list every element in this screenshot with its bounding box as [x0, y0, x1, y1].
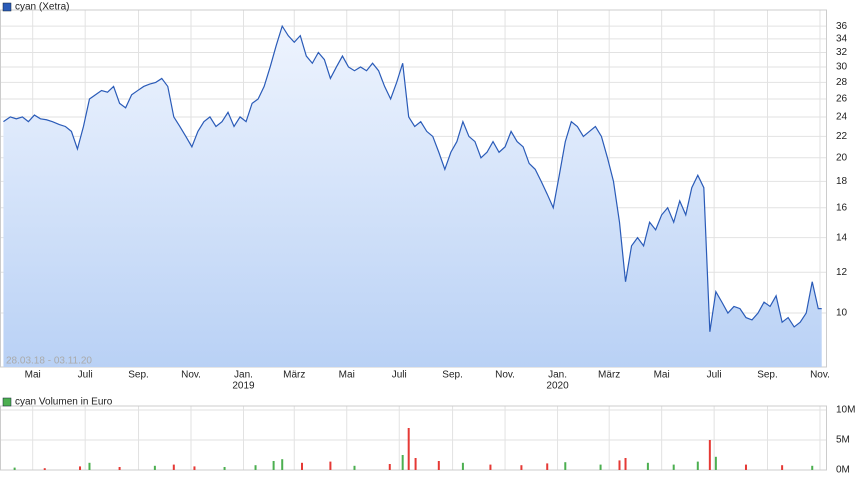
- volume-bar: [281, 459, 284, 470]
- legend-label: cyan Volumen in Euro: [15, 397, 113, 408]
- x-tick-label: Nov.: [810, 370, 830, 381]
- volume-bar: [624, 458, 627, 470]
- volume-bar: [564, 462, 567, 470]
- volume-bar: [88, 462, 91, 470]
- x-tick-label: Juli: [392, 370, 407, 381]
- y-tick-label: 28: [836, 77, 848, 88]
- x-tick-label: Nov.: [181, 370, 201, 381]
- x-tick-label: Jan.: [548, 370, 567, 381]
- volume-bar: [153, 465, 156, 470]
- x-tick-label: Jan.: [234, 370, 253, 381]
- y-tick-label: 5M: [836, 435, 850, 446]
- year-label: 2020: [546, 381, 569, 392]
- volume-bar: [599, 464, 602, 470]
- x-tick-label: Sep.: [442, 370, 463, 381]
- volume-bar: [353, 465, 356, 470]
- volume-bar: [708, 440, 711, 470]
- y-tick-label: 12: [836, 267, 848, 278]
- volume-bar: [329, 461, 332, 470]
- volume-bar: [301, 462, 304, 470]
- volume-bar: [223, 467, 226, 470]
- volume-bar: [489, 464, 492, 470]
- y-tick-label: 0M: [836, 465, 850, 476]
- y-tick-label: 10M: [836, 405, 855, 416]
- volume-bar: [696, 461, 699, 470]
- volume-bar: [193, 466, 196, 470]
- volume-bar: [43, 468, 46, 470]
- x-tick-label: Juli: [707, 370, 722, 381]
- x-tick-label: Mai: [339, 370, 355, 381]
- legend-label: cyan (Xetra): [15, 2, 69, 13]
- volume-bar: [546, 463, 549, 470]
- y-tick-label: 26: [836, 94, 848, 105]
- y-tick-label: 34: [836, 34, 848, 45]
- x-tick-label: Juli: [78, 370, 93, 381]
- y-tick-label: 18: [836, 176, 848, 187]
- y-tick-label: 14: [836, 232, 848, 243]
- area: [3, 26, 822, 367]
- volume-bar: [781, 465, 784, 470]
- legend-swatch: [2, 2, 12, 12]
- volume-bar: [437, 461, 440, 470]
- volume-bar: [714, 456, 717, 470]
- volume-bar: [172, 464, 175, 470]
- volume-bar: [118, 467, 121, 470]
- y-tick-label: 16: [836, 202, 848, 213]
- x-tick-label: März: [598, 370, 620, 381]
- volume-bar: [388, 464, 391, 470]
- volume-bar: [407, 428, 410, 470]
- volume-bar: [272, 461, 275, 470]
- volume-bar: [811, 465, 814, 470]
- volume-bar: [520, 465, 523, 470]
- y-tick-label: 36: [836, 21, 848, 32]
- date-range: 28.03.18 - 03.11.20: [6, 356, 92, 367]
- y-tick-label: 20: [836, 152, 848, 163]
- x-tick-label: Mai: [25, 370, 41, 381]
- y-tick-label: 30: [836, 62, 848, 73]
- y-tick-label: 24: [836, 112, 848, 123]
- y-tick-label: 10: [836, 308, 848, 319]
- x-tick-label: Sep.: [128, 370, 149, 381]
- x-tick-label: Mai: [654, 370, 670, 381]
- volume-bar: [414, 458, 417, 470]
- volume-bar: [618, 460, 621, 470]
- x-tick-label: Nov.: [495, 370, 515, 381]
- volume-bar: [401, 455, 404, 470]
- price-line: [3, 24, 822, 332]
- volume-bar: [672, 464, 675, 470]
- volume-bar: [79, 466, 82, 470]
- volume-bar: [254, 465, 257, 470]
- x-tick-label: Sep.: [757, 370, 778, 381]
- y-tick-label: 32: [836, 47, 848, 58]
- y-tick-label: 22: [836, 131, 848, 142]
- volume-bar: [744, 464, 747, 470]
- plot-frame: [0, 405, 827, 471]
- volume-bar: [13, 467, 16, 470]
- x-tick-label: März: [283, 370, 305, 381]
- volume-bar: [646, 462, 649, 470]
- plot-layer: 10 12 14 16 18 20 22 24 26 28 30 32 34 36 Mai Juli Sep. N…: [0, 9, 855, 476]
- legend-swatch: [2, 397, 12, 407]
- volume-bar: [461, 462, 464, 470]
- year-label: 2019: [232, 381, 255, 392]
